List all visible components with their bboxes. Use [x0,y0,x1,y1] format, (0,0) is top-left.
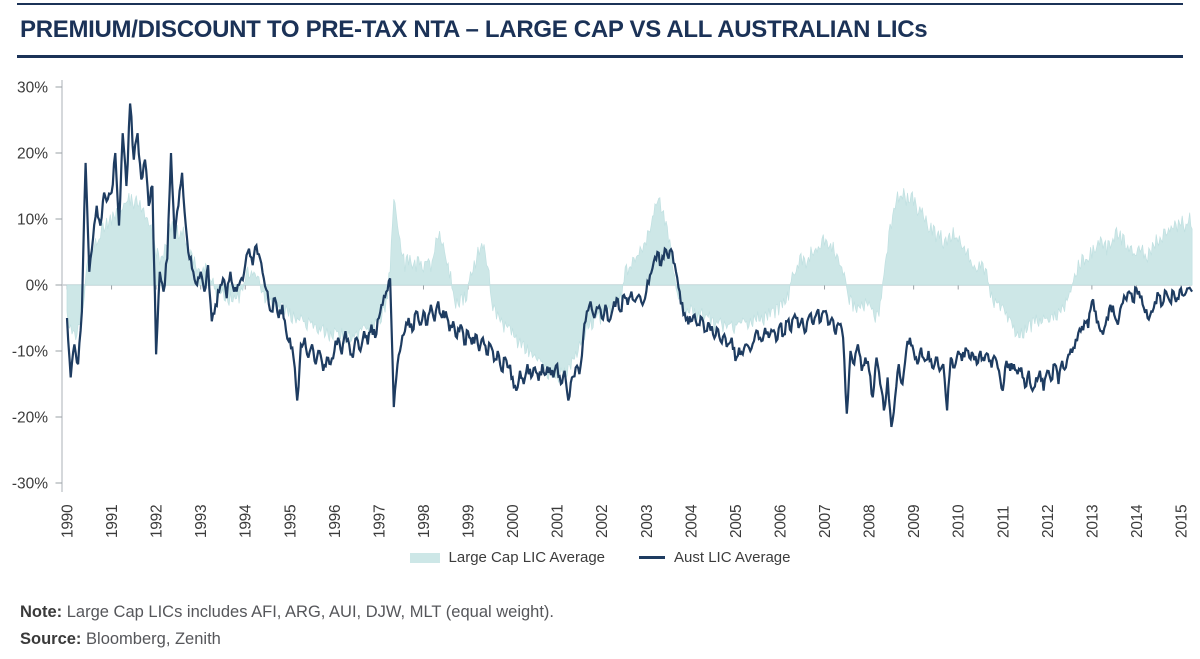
x-axis-label-2013: 2013 [1084,505,1101,538]
x-axis-label-1996: 1996 [327,505,344,538]
chart-footer: Note: Large Cap LICs includes AFI, ARG, … [20,599,554,653]
x-axis-label-2011: 2011 [995,506,1012,538]
x-axis-label-2014: 2014 [1129,504,1146,538]
x-axis-label-2007: 2007 [817,505,834,538]
y-axis-label--10%: -10% [12,344,48,361]
x-axis-label-1991: 1991 [104,505,121,538]
note-line: Note: Large Cap LICs includes AFI, ARG, … [20,599,554,626]
y-axis-label--30%: -30% [12,476,48,493]
y-axis-label-0%: 0% [26,278,49,295]
large-cap-swatch-icon [409,552,440,563]
premium-discount-chart: 30% 20% 10% 0% -10% -20% -30% 1990 1991 1992 1993 1… [12,80,1194,538]
x-axis-label-2001: 2001 [550,505,567,538]
source-text: Bloomberg, Zenith [81,630,221,648]
x-axis-label-2003: 2003 [639,505,656,538]
x-axis-label-1992: 1992 [149,505,166,538]
x-axis-label-1990: 1990 [60,504,77,538]
x-axis-label-2006: 2006 [772,505,789,538]
aust-lic-line-series [65,103,1194,428]
x-axis-label-2004: 2004 [683,504,700,538]
y-axis-label--20%: -20% [12,410,48,427]
legend-item-aust-lic: Aust LIC Average [639,549,790,566]
note-text: Large Cap LICs includes AFI, ARG, AUI, D… [62,603,555,621]
title-rule-top [17,3,1183,5]
legend-label-large-cap: Large Cap LIC Average [448,549,606,566]
x-axis-label-2012: 2012 [1040,505,1057,538]
source-label: Source: [20,630,82,648]
x-axis-label-2008: 2008 [862,505,879,538]
x-axis-label-2009: 2009 [906,505,923,538]
x-axis-label-2005: 2005 [728,505,745,538]
page-title: PREMIUM/DISCOUNT TO PRE-TAX NTA – LARGE … [20,16,928,43]
large-cap-area-series [66,188,1193,383]
chart-header: PREMIUM/DISCOUNT TO PRE-TAX NTA – LARGE … [0,0,1200,58]
legend-item-large-cap: Large Cap LIC Average [409,549,606,566]
x-axis-label-2015: 2015 [1174,505,1191,538]
x-axis-label-1995: 1995 [282,505,299,538]
y-axis-label-30%: 30% [17,80,48,97]
x-axis-label-2010: 2010 [951,504,968,538]
y-axis-label-10%: 10% [17,212,48,229]
title-rule-bottom [17,55,1183,58]
y-axis-label-20%: 20% [17,146,48,163]
x-axis-label-2002: 2002 [594,505,611,538]
legend-label-aust-lic: Aust LIC Average [674,549,791,566]
x-axis-label-1997: 1997 [371,505,388,538]
x-axis-label-1998: 1998 [416,505,433,538]
aust-lic-line-swatch-icon [639,556,666,559]
note-label: Note: [20,603,63,621]
x-axis-label-1994: 1994 [238,504,255,538]
chart-legend: Large Cap LIC Average Aust LIC Average [0,549,1200,566]
x-axis-label-1993: 1993 [193,505,210,538]
x-axis-label-2000: 2000 [505,504,522,538]
x-axis-label-1999: 1999 [461,505,478,538]
source-line: Source: Bloomberg, Zenith [20,626,554,653]
